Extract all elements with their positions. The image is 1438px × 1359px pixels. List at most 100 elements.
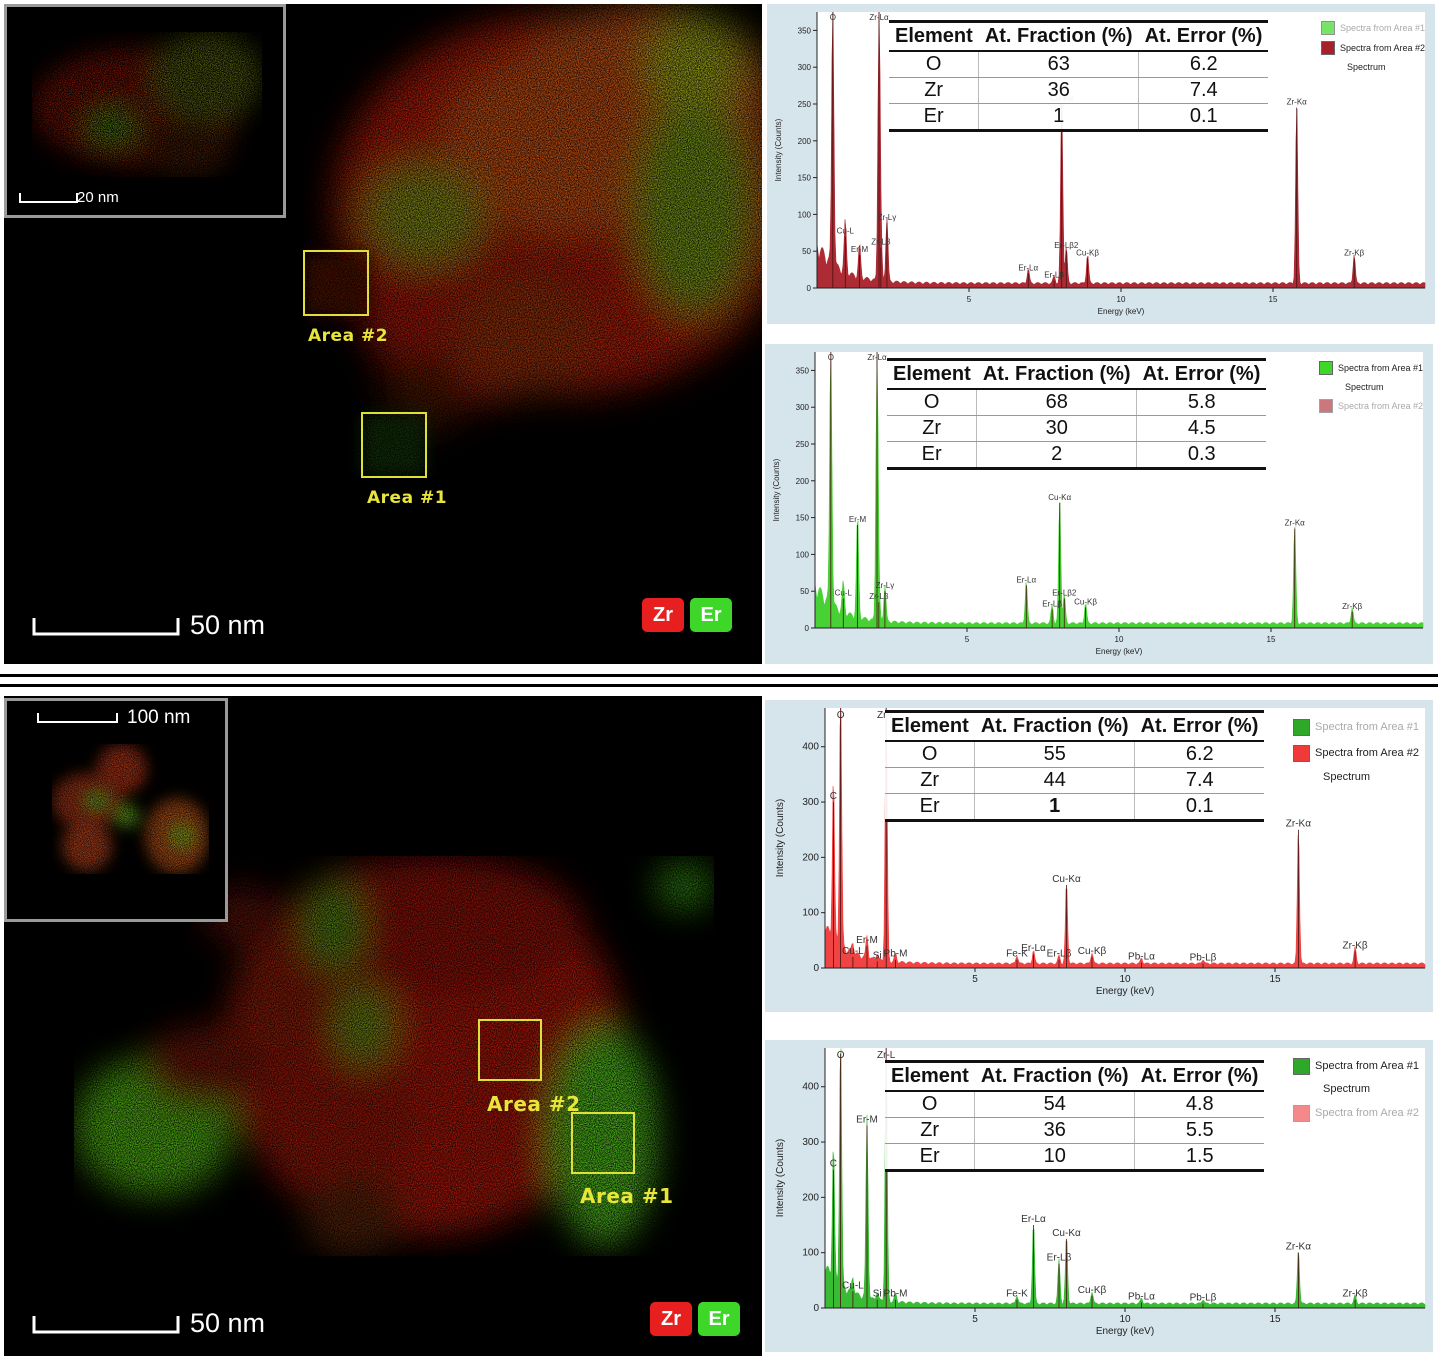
table-cell: Zr [889, 77, 979, 104]
legend-item-label: Spectra from Area #1 [1340, 23, 1426, 33]
table-cell: Er [887, 441, 977, 470]
table-header: At. Error (%) [1138, 20, 1269, 52]
table-header: At. Error (%) [1134, 1060, 1265, 1092]
peak-label: O [830, 13, 836, 22]
peak-label: Zr-Kα [1286, 1242, 1311, 1253]
y-tick-label: 50 [800, 587, 809, 596]
table-cell: 5.8 [1136, 389, 1267, 416]
peak-label: Er-Lβ [1042, 600, 1062, 609]
peak-label: Er-Lβ [1044, 271, 1064, 280]
inset-bottom-scale-label: 100 nm [127, 707, 191, 728]
table-row: Er 2 0.3 [887, 441, 1267, 470]
table-cell: Er [885, 793, 975, 822]
x-tick-label: 15 [1269, 295, 1278, 304]
peak-label: Zr-Kβ [1344, 249, 1365, 258]
x-axis-label: Energy (keV) [1096, 647, 1143, 656]
map-top-scalebar [32, 618, 180, 636]
peak-label: Zr-Lγ [878, 213, 897, 222]
peak-label: Si [873, 1289, 882, 1300]
legend-item-area-1: Spectra from Area #1 [1319, 358, 1423, 378]
x-tick-label: 15 [1269, 974, 1281, 985]
y-tick-label: 250 [798, 100, 812, 109]
table-row: Zr 30 4.5 [887, 415, 1267, 442]
inset-top-scalebar [19, 193, 78, 203]
table-header: At. Fraction (%) [976, 358, 1137, 390]
table-cell: O [885, 741, 975, 768]
peak-label: Cu-L [837, 226, 855, 235]
x-tick-label: 10 [1119, 1314, 1131, 1325]
peak-label: Er-M [856, 1114, 878, 1125]
table-row: O 55 6.2 [885, 741, 1265, 768]
table-cell: 1.5 [1134, 1143, 1265, 1172]
table-cell: 4.5 [1136, 415, 1267, 442]
x-tick-label: 15 [1267, 635, 1276, 644]
table-cell: 6.2 [1134, 741, 1265, 768]
y-tick-label: 200 [796, 477, 810, 486]
table-row: O 68 5.8 [887, 389, 1267, 416]
peak-label: Cu-Kα [1052, 874, 1081, 885]
spectrum-chart-2: O Zr-Lα Er-M Zr-Lγ Zr-Lβ Cu-L Er-Lα Cu-Kα Er-Lβ2… [765, 344, 1433, 664]
peak-label: Pb-Lβ [1190, 953, 1217, 964]
y-tick-label: 100 [802, 908, 819, 919]
legend-item-area-1: Spectra from Area #1 [1321, 18, 1425, 38]
peak-label: Er-M [856, 935, 878, 946]
x-axis-label: Energy (keV) [1096, 986, 1154, 997]
table-header: Element [889, 20, 979, 52]
x-tick-label: 15 [1269, 1314, 1281, 1325]
legend-item-label: Spectra from Area #2 [1340, 43, 1426, 53]
table-cell: 6.2 [1138, 51, 1269, 78]
table-cell: 44 [974, 767, 1135, 794]
area-2-label: Area #2 [487, 1092, 581, 1116]
table-cell: 7.4 [1138, 77, 1269, 104]
y-tick-label: 150 [798, 174, 812, 183]
legend-item-area-1: Spectra from Area #1 [1293, 1054, 1419, 1078]
table-cell: 0.3 [1136, 441, 1267, 470]
y-tick-label: 350 [798, 26, 812, 35]
y-tick-label: 400 [802, 1082, 819, 1093]
y-tick-label: 200 [798, 137, 812, 146]
area-1-label: Area #1 [580, 1184, 674, 1208]
legend-er-badge: Er [698, 1302, 740, 1336]
area-2-box [303, 250, 369, 316]
legend-item-area-2: Spectra from Area #2 [1321, 38, 1425, 58]
peak-label: Cu-Kα [1052, 1228, 1081, 1239]
peak-label: Cu-L [842, 946, 864, 957]
peak-label: Zr-Kβ [1342, 602, 1363, 611]
peak-label: Zr-Lβ [869, 592, 889, 601]
composition-table-4: Element At. Fraction (%) At. Error (%) O… [885, 1060, 1265, 1172]
legend-spectrum-label: Spectrum [1323, 771, 1371, 783]
peak-label: Er-Lα [1018, 263, 1038, 272]
y-tick-label: 0 [813, 963, 819, 974]
area-2-label: Area #2 [308, 326, 389, 346]
legend-item-label: Spectra from Area #2 [1315, 747, 1419, 759]
legend-item-area-2: Spectra from Area #2 [1319, 396, 1423, 416]
legend-item-area-2: Spectra from Area #2 [1293, 740, 1419, 766]
peak-label: Pb-M [884, 1289, 908, 1300]
peak-label: Zr-Lγ [876, 581, 895, 590]
peak-label: Er-M [851, 245, 869, 254]
legend-item-area-1: Spectra from Area #1 [1293, 714, 1419, 740]
panel-divider-upper [0, 674, 1438, 677]
peak-label: Er-Lα [1021, 1214, 1046, 1225]
x-tick-label: 5 [972, 974, 978, 985]
table-header: At. Fraction (%) [974, 710, 1135, 742]
panel-divider-lower [0, 684, 1438, 687]
table-cell: 36 [978, 77, 1139, 104]
x-axis-label: Energy (keV) [1098, 307, 1145, 316]
y-tick-label: 150 [796, 514, 810, 523]
peak-label: Cu-Kα [1048, 493, 1071, 502]
peak-label: Zr-L [877, 1050, 896, 1061]
peak-label: O [828, 353, 834, 362]
peak-label: Er-Lα [1021, 943, 1046, 954]
table-cell: O [889, 51, 979, 78]
y-axis-label: Intensity (Counts) [775, 1139, 786, 1217]
spectrum-series [814, 351, 1424, 629]
legend-spectrum-label: Spectrum [1323, 1083, 1371, 1095]
legend-spectrum-label: Spectrum [1345, 382, 1384, 392]
table-header: At. Fraction (%) [978, 20, 1139, 52]
peak-label: O [837, 710, 845, 721]
spectrum-series [816, 11, 1426, 289]
composition-table-2: Element At. Fraction (%) At. Error (%) O… [887, 358, 1267, 470]
peak-label: Cu-Kβ [1078, 1285, 1107, 1296]
table-cell: Zr [885, 767, 975, 794]
